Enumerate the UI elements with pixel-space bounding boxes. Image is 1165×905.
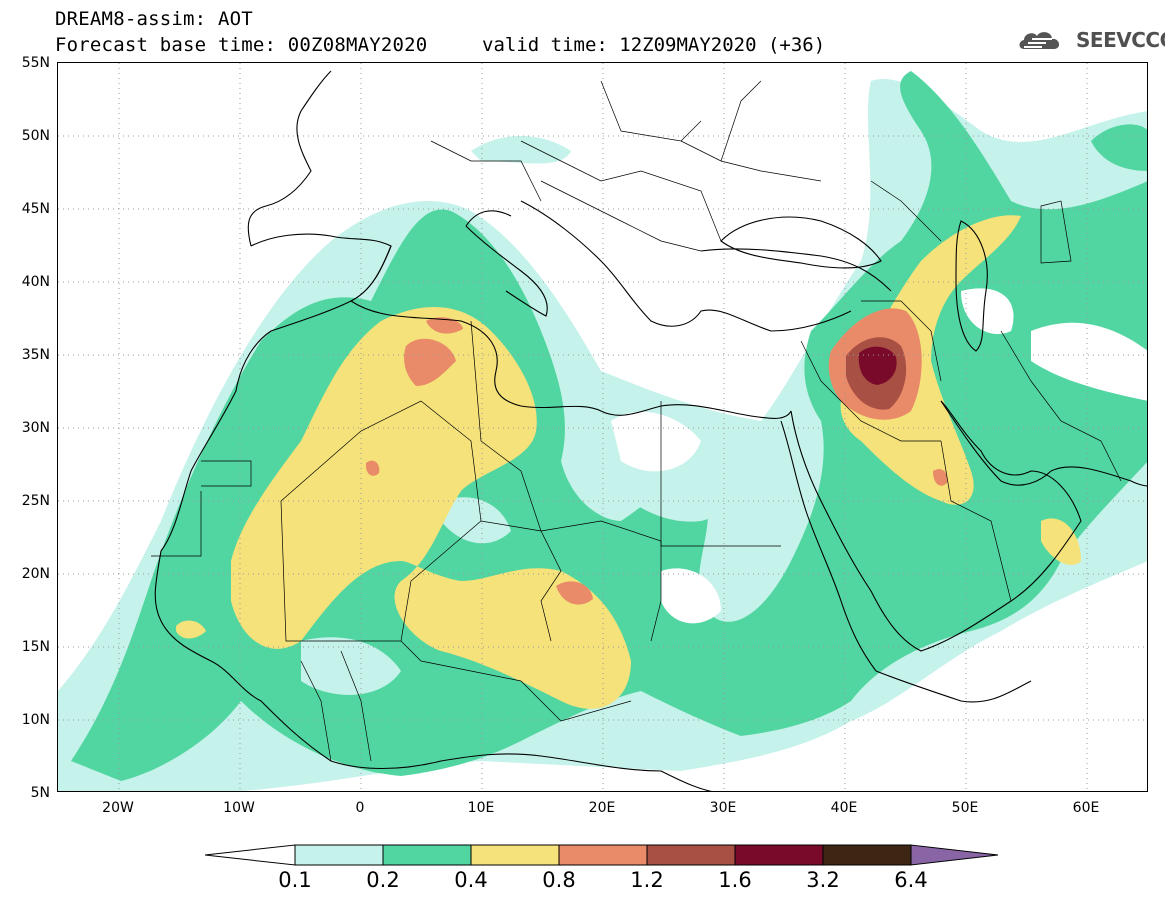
valid-time: valid time: 12Z09MAY2020 (+36) (482, 34, 826, 56)
lon-label-10w: 10W (223, 800, 255, 816)
lat-label-35n: 35N (21, 347, 50, 363)
lon-label-20e: 20E (588, 800, 616, 816)
country-borders (151, 80, 1122, 762)
lat-label-15n: 15N (21, 639, 50, 655)
aot-field-white-patches (611, 288, 1147, 624)
colorbar-label-7: 6.4 (894, 868, 928, 892)
colorbar-label-0: 0.1 (278, 868, 312, 892)
cloud-icon (1019, 32, 1060, 49)
lat-label-40n: 40N (21, 274, 50, 290)
lon-label-50e: 50E (951, 800, 979, 816)
colorbar-lower-extend (205, 844, 296, 866)
aot-field-1.6-3.2 (858, 346, 897, 385)
lon-label-40e: 40E (830, 800, 858, 816)
lat-label-10n: 10N (21, 712, 50, 728)
lat-label-45n: 45N (21, 201, 50, 217)
lat-label-50n: 50N (21, 128, 50, 144)
lon-label-20w: 20W (102, 800, 134, 816)
colorbar-label-6: 3.2 (806, 868, 840, 892)
brand-logo: SEEVCCC (1016, 26, 1165, 54)
colorbar-bin-0.8-1.2 (558, 844, 648, 866)
colorbar (205, 844, 999, 866)
lat-label-5n: 5N (30, 785, 50, 801)
colorbar-bin-1.2-1.6 (646, 844, 736, 866)
coastlines (154, 70, 1147, 791)
colorbar-bin-0.2-0.4 (382, 844, 472, 866)
colorbar-label-3: 0.8 (542, 868, 576, 892)
lon-label-30e: 30E (709, 800, 737, 816)
colorbar-bin-3.2-6.4 (822, 844, 912, 866)
colorbar-label-4: 1.2 (630, 868, 664, 892)
colorbar-bin-0.1-0.2 (294, 844, 384, 866)
colorbar-label-5: 1.6 (718, 868, 752, 892)
lat-label-30n: 30N (21, 420, 50, 436)
lon-label-10e: 10E (467, 800, 495, 816)
map-plot-area (57, 62, 1148, 792)
colorbar-label-2: 0.4 (454, 868, 488, 892)
map-title: DREAM8-assim: AOT (55, 8, 253, 30)
colorbar-bin-1.6-3.2 (734, 844, 824, 866)
forecast-base-time: Forecast base time: 00Z08MAY2020 (55, 34, 428, 56)
lon-label-60e: 60E (1072, 800, 1100, 816)
colorbar-upper-extend (910, 844, 999, 866)
lat-label-55n: 55N (21, 55, 50, 71)
colorbar-bin-0.4-0.8 (470, 844, 560, 866)
aot-map-svg (58, 63, 1147, 791)
graticule (58, 63, 1147, 791)
lon-label-0: 0 (355, 800, 365, 816)
colorbar-label-1: 0.2 (366, 868, 400, 892)
brand-name: SEEVCCC (1076, 28, 1165, 52)
lat-label-20n: 20N (21, 566, 50, 582)
lat-label-25n: 25N (21, 493, 50, 509)
